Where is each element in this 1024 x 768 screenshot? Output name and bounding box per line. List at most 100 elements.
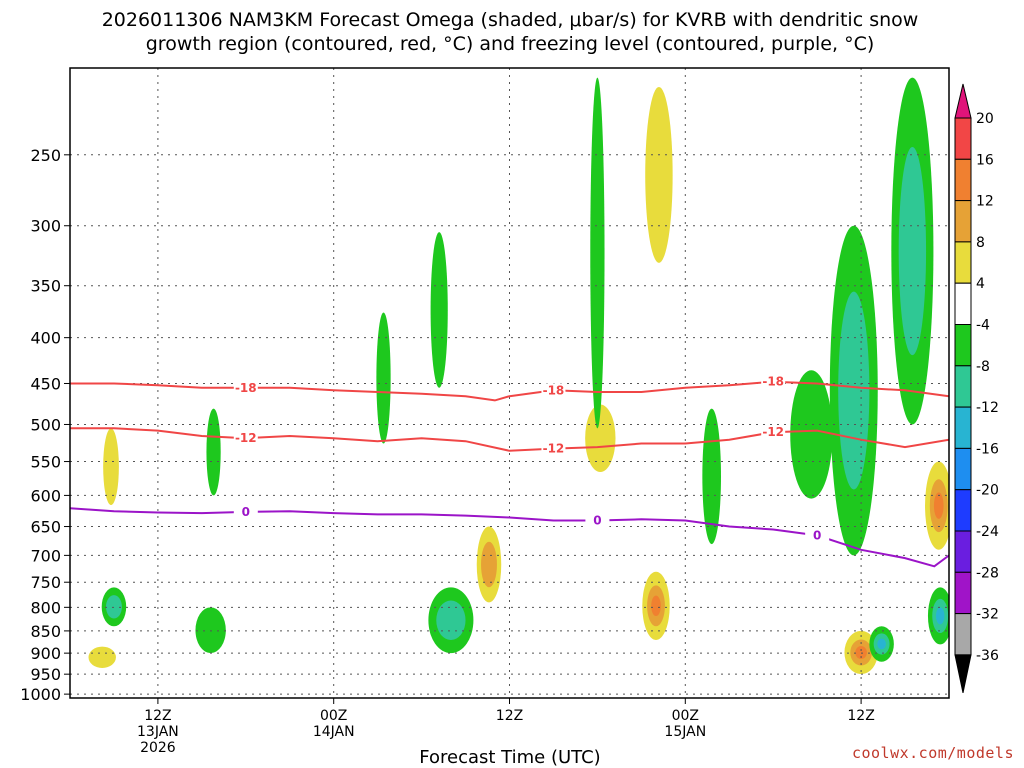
x-tick-label: 12Z (496, 708, 523, 724)
y-tick-label: 800 (30, 598, 61, 617)
y-tick-label: 1000 (20, 685, 61, 704)
y-tick-label: 250 (30, 146, 61, 165)
colorbar-label: -16 (976, 441, 999, 457)
x-tick-label: 00Z (672, 708, 699, 724)
colorbar-segment (954, 365, 972, 408)
contour-label: 0 (593, 514, 601, 528)
contour-label-bg (805, 528, 830, 543)
contour-label: -12 (235, 431, 257, 445)
colorbar-segment (954, 324, 972, 367)
y-tick-label: 550 (30, 453, 61, 472)
omega-region (590, 77, 605, 429)
colorbar-label: -12 (976, 400, 999, 416)
contour-label: -12 (762, 425, 784, 439)
contour-label-bg (761, 425, 786, 440)
colorbar: 20 16 12 8 4 -4 -8 -12 -16 -20 -24 -28 -32 -36 (954, 83, 999, 694)
colorbar-segment (954, 530, 972, 573)
omega-region (88, 646, 116, 668)
x-tick-label: 14JAN (313, 724, 355, 740)
omega-region-core (838, 291, 870, 490)
colorbar-label: 20 (976, 111, 994, 127)
contour-label-bg (585, 513, 610, 528)
colorbar-segment (954, 117, 972, 160)
y-tick-label: 650 (30, 518, 61, 537)
contour-label: 0 (813, 528, 821, 542)
x-tick-label: 00Z (320, 708, 347, 724)
y-tick-label: 450 (30, 374, 61, 393)
omega-region-core (898, 146, 927, 356)
colorbar-label: -32 (976, 607, 999, 623)
colorbar-segment (954, 282, 972, 326)
y-tick-label: 300 (30, 217, 61, 236)
omega-region (206, 408, 221, 496)
y-tick-label: 600 (30, 486, 61, 505)
omega-region-peak (651, 595, 661, 617)
x-tick-label: 15JAN (664, 724, 706, 740)
colorbar-label: -28 (976, 565, 999, 581)
contour-label: -18 (235, 381, 257, 395)
temperature-contours: -18 -18 -18 -12 -12 -12 0 0 0 (70, 374, 949, 568)
y-tick-label: 950 (30, 665, 61, 684)
contour--12 (70, 427, 949, 452)
contour-label-bg (233, 431, 258, 446)
colorbar-segment (954, 447, 972, 491)
y-tick-label: 850 (30, 622, 61, 641)
chart-title-line-2: growth region (contoured, red, °C) and f… (146, 33, 875, 55)
contour-label: -12 (543, 442, 565, 456)
contour-0 (70, 507, 949, 568)
x-tick-label: 13JAN (137, 724, 179, 740)
colorbar-label: -36 (976, 648, 999, 664)
omega-region-peak (855, 646, 867, 660)
y-tick-label: 900 (30, 644, 61, 663)
omega-region (430, 232, 448, 388)
y-tick-label: 400 (30, 329, 61, 348)
grid-lines (70, 68, 949, 698)
colorbar-segment (954, 406, 972, 449)
colorbar-segment (954, 489, 972, 532)
colorbar-label: -4 (976, 318, 990, 334)
colorbar-label: 12 (976, 194, 994, 210)
colorbar-label: 8 (976, 235, 985, 251)
contour-label-bg (541, 383, 566, 398)
colorbar-label: -8 (976, 359, 990, 375)
omega-region (376, 312, 391, 444)
contour-label: -18 (543, 383, 565, 397)
colorbar-segment (954, 241, 972, 284)
y-tick-label: 500 (30, 415, 61, 434)
omega-region-peak (877, 638, 886, 650)
contour-label: 0 (242, 505, 250, 519)
contour-label-bg (761, 374, 786, 389)
colorbar-segment (954, 613, 972, 656)
colorbar-bottom-triangle (954, 654, 972, 694)
chart-title-line-1: 2026011306 NAM3KM Forecast Omega (shaded… (102, 9, 919, 31)
colorbar-label: -24 (976, 524, 999, 540)
omega-region (585, 404, 616, 473)
y-tick-label: 700 (30, 546, 61, 565)
omega-region (790, 370, 833, 499)
omega-region-peak (935, 607, 945, 625)
x-axis-label: Forecast Time (UTC) (419, 747, 600, 768)
y-tick-label: 350 (30, 277, 61, 296)
omega-region-peak (933, 492, 944, 519)
y-axis: 250 300 350 400 450 500 550 600 650 700 750 800 850 9… (20, 146, 70, 704)
y-tick-label: 750 (30, 573, 61, 592)
x-tick-label: 12Z (144, 708, 171, 724)
omega-shading (88, 77, 949, 675)
omega-region-core (481, 541, 497, 588)
colorbar-segment (954, 200, 972, 243)
colorbar-label: 16 (976, 152, 994, 168)
omega-region (195, 607, 226, 654)
contour-label-bg (233, 504, 258, 519)
colorbar-label: 4 (976, 276, 985, 292)
credit-text: coolwx.com/models (852, 744, 1014, 762)
contour-label-bg (541, 441, 566, 456)
x-tick-label: 12Z (847, 708, 874, 724)
contour--18 (70, 380, 949, 402)
colorbar-top-triangle (954, 83, 972, 119)
colorbar-segment (954, 571, 972, 615)
omega-region (103, 428, 119, 506)
contour-label-bg (233, 380, 258, 395)
colorbar-segment (954, 158, 972, 202)
